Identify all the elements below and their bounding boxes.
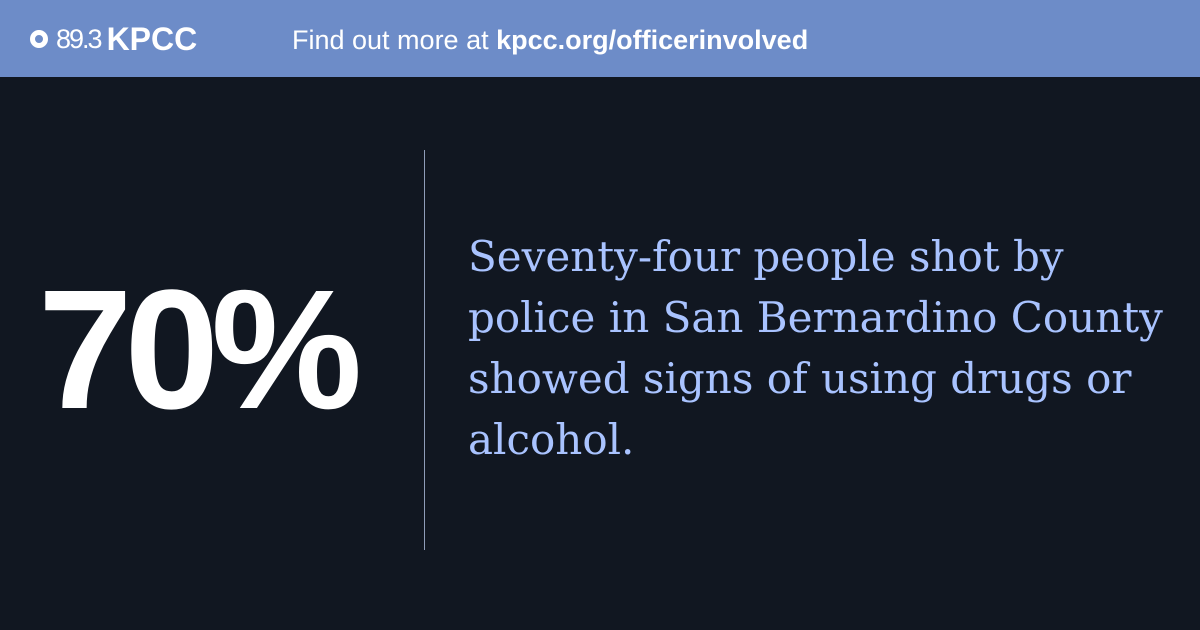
stat-percentage: 70% — [38, 255, 362, 445]
station-logo[interactable]: 89.3 KPCC — [30, 20, 197, 58]
logo-frequency: 89.3 — [56, 23, 103, 54]
find-out-more-text: Find out more at kpcc.org/officerinvolve… — [292, 22, 808, 58]
logo-station-name: KPCC — [106, 21, 198, 57]
cta-prefix: Find out more at — [292, 25, 489, 55]
officer-involved-link[interactable]: kpcc.org/officerinvolved — [496, 25, 809, 55]
header-bar: 89.3 KPCC Find out more at kpcc.org/offi… — [0, 0, 1200, 77]
stat-description: Seventy-four people shot by police in Sa… — [468, 232, 1163, 464]
logo-circle-icon — [30, 30, 48, 48]
vertical-divider — [424, 150, 425, 550]
